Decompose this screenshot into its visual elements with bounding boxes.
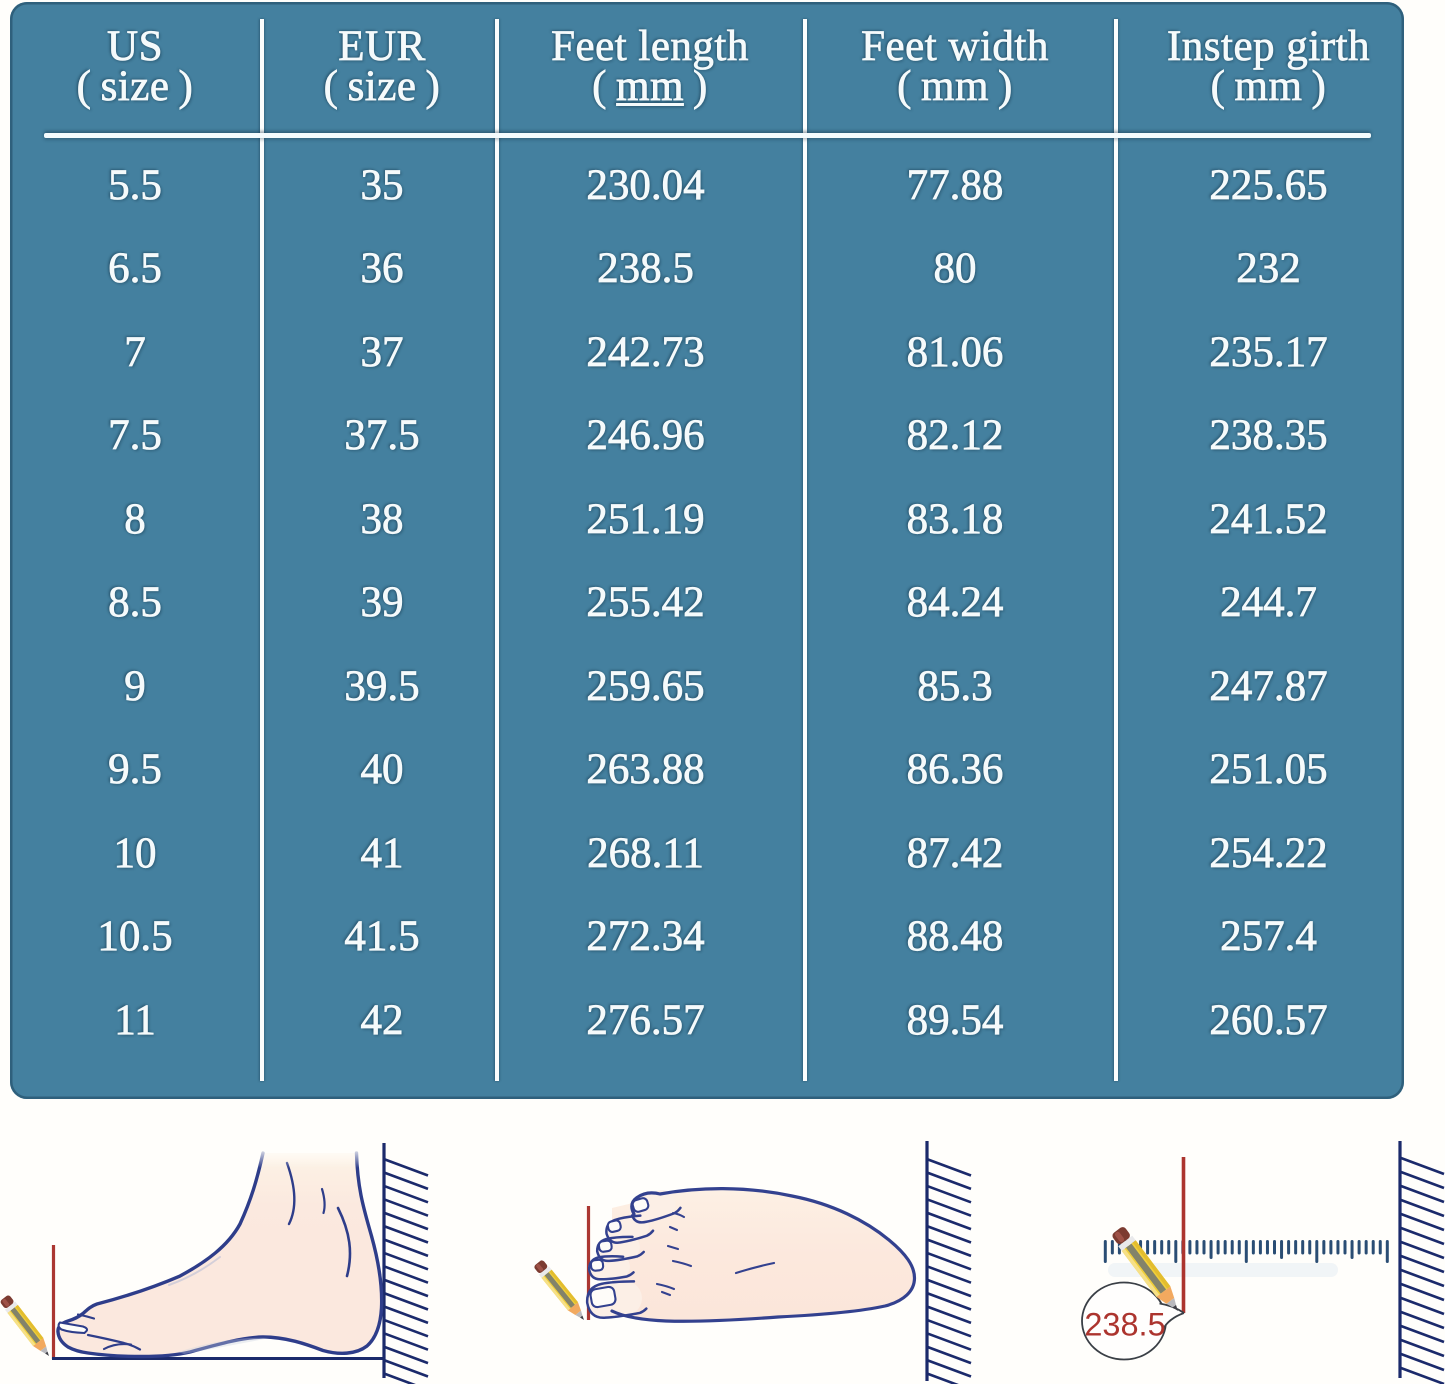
- svg-text:238.5: 238.5: [1084, 1307, 1165, 1343]
